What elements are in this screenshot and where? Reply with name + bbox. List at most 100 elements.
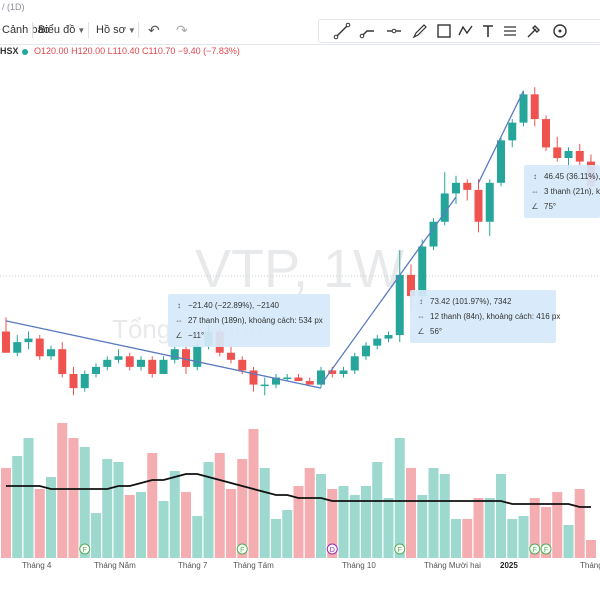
rectangle-icon[interactable] [435,22,453,40]
candle [47,349,55,357]
x-axis-label: Tháng Mười hai [424,561,481,570]
fibonacci-icon[interactable] [501,22,519,40]
candle [148,359,157,374]
candle [159,359,168,374]
trend-line [320,196,457,385]
event-marker-icon [236,543,248,555]
volume-bar [79,447,90,558]
volume-bar [12,456,23,558]
high-value: H120.00 [71,46,106,56]
volume-ma-line [6,473,591,508]
candle [80,373,89,389]
measure-box: ↕ 46.45 (36.11%), ⇔ 3 thanh (21n), kh ∠ 75° [524,165,600,218]
x-axis-label: Tháng Tám [233,561,274,570]
candle [530,94,539,120]
trend-line [5,320,322,389]
candle [564,150,573,159]
volume-bar [147,453,158,558]
event-marker-icon [79,543,91,555]
angle-icon: ∠ [417,327,425,336]
candle [362,345,370,357]
drawing-tools-bar [318,19,600,43]
candle [193,345,202,367]
volume-bar [259,468,270,558]
candle [508,122,517,141]
volume-bar [34,489,45,558]
volume-bar [181,492,191,558]
event-marker-label: D [330,547,335,554]
volume-bar [57,423,68,558]
zigzag-icon[interactable] [457,22,475,40]
event-marker-label: F [240,547,244,554]
volume-bar [113,462,124,558]
volume-bar [361,486,371,558]
volume-bar [136,492,146,558]
status-dot-icon [21,48,28,55]
candle [249,370,258,385]
candle [2,331,10,353]
candle [13,342,22,353]
candle [339,370,348,374]
candle [272,377,280,385]
volume-bar [372,462,383,558]
volume-bar [293,486,304,558]
volume-bar [1,468,11,558]
candle [227,352,235,360]
price-range-icon: ↕ [419,297,423,306]
volume-bar [563,525,574,558]
candle [474,189,483,222]
volume-bar [552,492,563,558]
circle-icon[interactable] [551,22,569,40]
chart-type-label: Biểu đồ [38,24,76,36]
price-range-icon: ↕ [177,301,181,310]
pen-icon[interactable] [411,22,429,40]
open-value: O120.00 [34,46,69,56]
candle [137,359,145,367]
alert-menu[interactable]: Cảnh báo [2,20,50,40]
candle [575,150,584,162]
candle [182,349,190,367]
event-marker-label: F [83,547,87,554]
candle [350,356,359,371]
volume-bar [282,510,293,558]
candle [114,356,123,360]
candle [384,335,393,339]
angle-icon: ∠ [175,331,183,340]
volume-bar [203,462,214,558]
angle-icon: ∠ [531,202,539,211]
trend-line-icon[interactable] [333,22,351,40]
bar-range-icon: ⇔ [175,316,183,325]
pipette-icon[interactable] [525,22,543,40]
candle [497,140,505,183]
bar-range-icon: ⇔ [417,312,425,321]
volume-bar [529,498,540,558]
volume-bar [462,519,473,558]
exchange-label: HSX [0,46,19,56]
candle [238,359,247,371]
candle [170,349,179,360]
volume-bar [316,474,326,558]
candle [305,381,314,385]
undo-icon[interactable]: ↶ [148,22,160,38]
volume-bar [451,519,461,558]
volume-bar [23,438,34,558]
x-axis-label: Tháng 7 [178,561,208,570]
chart-type-menu[interactable]: Biểu đồ ▼ [38,20,85,40]
redo-icon[interactable]: ↷ [176,22,188,38]
candle [24,338,33,343]
volume-bar [496,474,506,558]
candle [485,182,494,222]
ray-icon[interactable] [359,22,377,40]
symbol-legend: HSX O120.00 H120.00 L110.40 C110.70 −9.4… [0,46,240,64]
profile-menu[interactable]: Hồ sơ ▼ [96,20,136,40]
volume-bar [383,498,394,558]
event-marker-icon [529,543,541,555]
volume-bar [304,468,315,558]
volume-bar [473,498,484,558]
volume-bar [586,540,596,558]
measure-box: ↕ 73.42 (101.97%), 7342 ⇔ 12 thanh (84n), … [410,290,560,343]
candle [294,377,303,382]
horizontal-line-icon[interactable] [385,22,403,40]
text-icon[interactable] [479,22,497,40]
